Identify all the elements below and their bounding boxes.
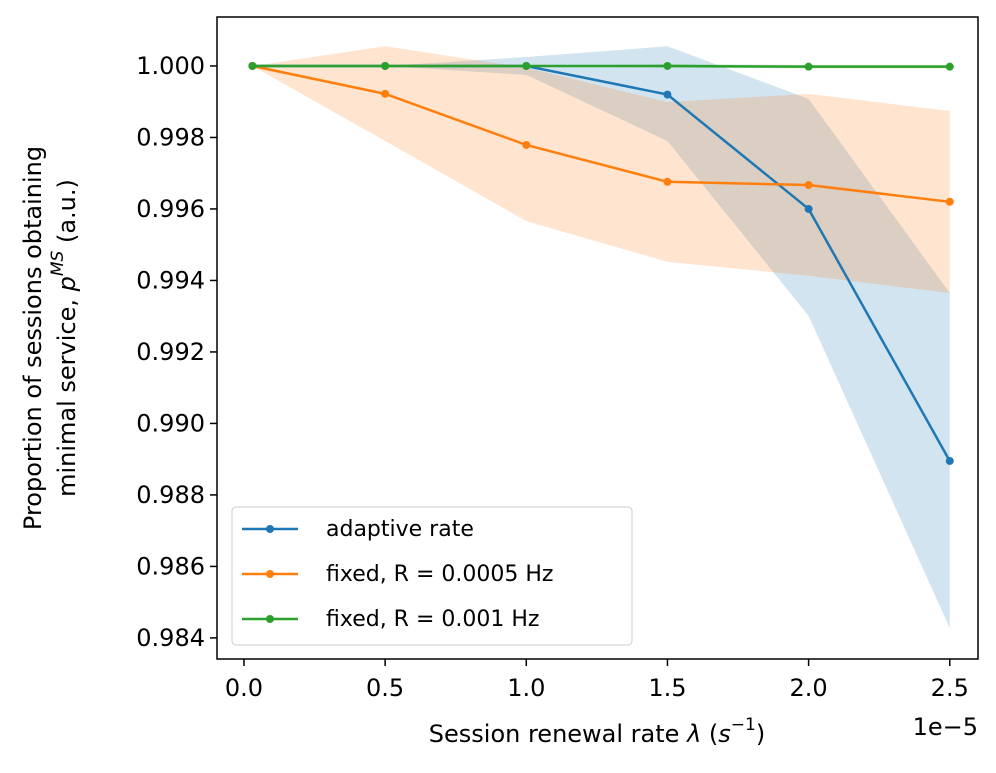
legend-label: fixed, R = 0.0005 Hz xyxy=(326,562,553,587)
legend-marker xyxy=(266,615,274,623)
y-tick-label: 0.984 xyxy=(136,624,205,652)
x-tick-label: 2.5 xyxy=(931,674,969,702)
x-tick-label: 1.0 xyxy=(507,674,545,702)
data-point xyxy=(804,181,813,190)
y-label-part: (a.u.) xyxy=(53,179,81,251)
data-point xyxy=(945,456,954,465)
x-label-part: Session renewal rate xyxy=(429,720,687,748)
y-tick-label: 0.996 xyxy=(136,195,205,223)
plot-frame xyxy=(216,16,979,660)
x-tick-label: 1.5 xyxy=(648,674,686,702)
data-point xyxy=(522,61,531,70)
data-point xyxy=(248,61,257,70)
data-point xyxy=(381,61,390,70)
y-label-part: minimal service, xyxy=(53,291,81,497)
y-label-part: p xyxy=(53,276,81,292)
x-tick-label: 0.5 xyxy=(366,674,404,702)
data-point xyxy=(663,90,672,99)
x-label-part: s xyxy=(718,720,731,748)
legend-label: fixed, R = 0.001 Hz xyxy=(326,607,539,632)
y-label-part: Proportion of sessions obtaining xyxy=(19,146,47,530)
data-point xyxy=(663,177,672,186)
legend-label: adaptive rate xyxy=(326,517,474,542)
data-point xyxy=(663,61,672,70)
x-label-part: ( xyxy=(701,720,718,748)
x-axis-label: Session renewal rate λ (s−1) xyxy=(429,715,765,748)
legend-marker xyxy=(266,570,274,578)
y-axis-label: Proportion of sessions obtaining xyxy=(19,146,47,530)
data-point xyxy=(522,140,531,149)
y-tick-label: 0.998 xyxy=(136,123,205,151)
y-tick-label: 0.992 xyxy=(136,338,205,366)
x-label-part: λ xyxy=(685,720,701,748)
x-label-part: ) xyxy=(756,720,765,748)
legend-marker xyxy=(266,525,274,533)
data-point xyxy=(945,62,954,71)
y-tick-label: 0.986 xyxy=(136,552,205,580)
y-axis-label: minimal service, pMS (a.u.) xyxy=(48,179,81,497)
x-label-part: −1 xyxy=(731,715,756,735)
y-tick-label: 0.988 xyxy=(136,481,205,509)
y-tick-label: 1.000 xyxy=(136,52,205,80)
x-offset-label: 1e−5 xyxy=(913,713,978,741)
y-label-part: MS xyxy=(48,250,68,276)
data-point xyxy=(945,197,954,206)
series-line xyxy=(252,64,950,204)
y-tick-label: 0.990 xyxy=(136,409,205,437)
confidence-band xyxy=(252,46,950,628)
y-tick-label: 0.994 xyxy=(136,266,205,294)
data-point xyxy=(381,89,390,98)
data-point xyxy=(804,204,813,213)
x-tick-label: 2.0 xyxy=(790,674,828,702)
data-point xyxy=(804,62,813,71)
legend-box xyxy=(231,506,633,646)
series-line xyxy=(252,64,950,68)
x-tick-label: 0.0 xyxy=(225,674,263,702)
